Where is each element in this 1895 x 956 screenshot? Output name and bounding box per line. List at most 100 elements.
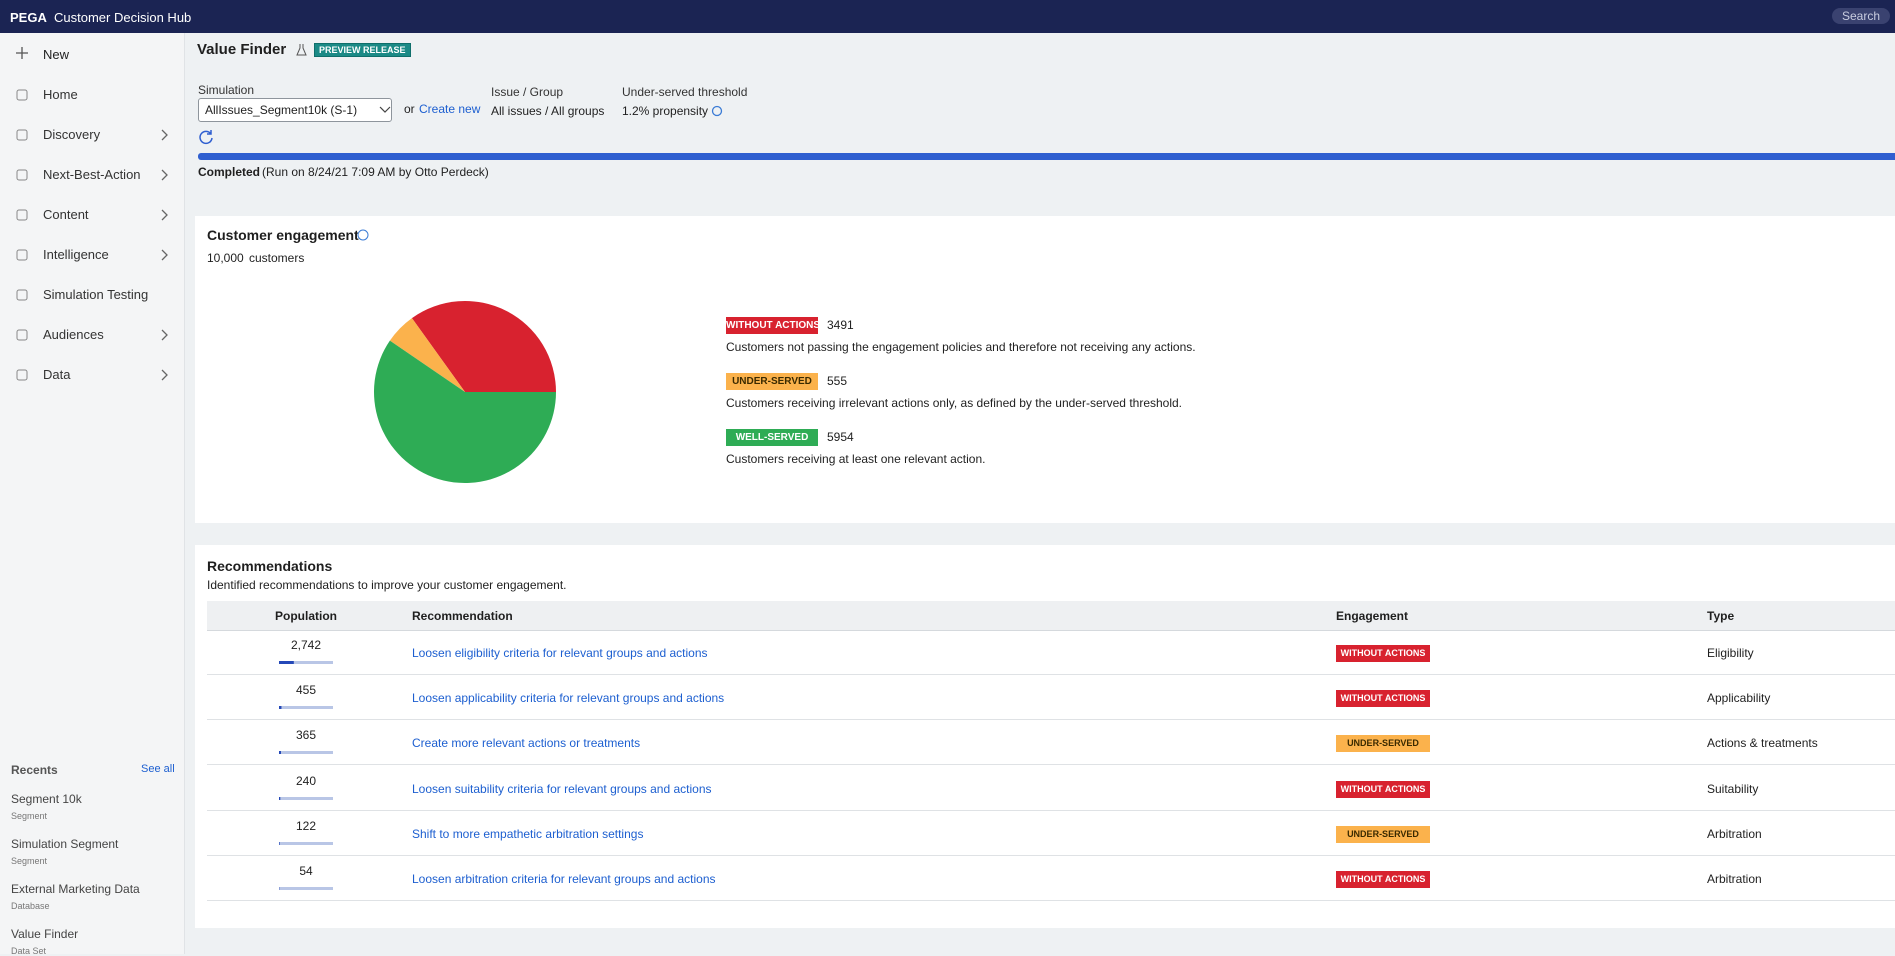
nav-icon (16, 249, 28, 261)
status: Completed (198, 165, 260, 179)
refresh (200, 130, 212, 143)
nav-icon (16, 369, 28, 381)
nav-icon (16, 169, 28, 181)
bar (279, 797, 280, 800)
card-title: Recommendations (207, 558, 332, 574)
population-bar (279, 887, 333, 890)
nav-icon (16, 129, 28, 141)
engagement-badge: UNDER-SERVED (1336, 735, 1430, 752)
chevron (161, 129, 169, 141)
progress-bar (198, 153, 1895, 160)
plus (16, 47, 28, 59)
recommendation-link[interactable]: Loosen arbitration criteria for relevant… (412, 872, 716, 886)
bar-track (279, 751, 333, 754)
new-icon (16, 47, 28, 59)
nav-item[interactable]: Audiences (43, 327, 104, 342)
type: Applicability (1707, 691, 1770, 705)
recommendation-link[interactable]: Loosen applicability criteria for releva… (412, 691, 724, 705)
row-divider (207, 900, 1895, 901)
bar-track (279, 706, 333, 709)
population-bar (279, 842, 333, 845)
icon-shape (17, 210, 27, 220)
create-new[interactable]: Create new (419, 102, 480, 116)
brand: PEGA (10, 10, 47, 25)
legend-badge: UNDER-SERVED (726, 373, 818, 390)
recent-kind: Segment (11, 856, 47, 866)
type: Eligibility (1707, 646, 1754, 660)
app-name: Customer Decision Hub (54, 10, 191, 25)
chevron (161, 209, 169, 221)
page-title: Value Finder (197, 41, 286, 58)
type: Suitability (1707, 782, 1758, 796)
recent-name[interactable]: Segment 10k (11, 792, 82, 806)
bar-track (279, 887, 333, 890)
pie-chart (370, 297, 560, 487)
recommendation-link[interactable]: Shift to more empathetic arbitration set… (412, 827, 643, 841)
nav-item[interactable]: Next-Best-Action (43, 167, 141, 182)
recent-name[interactable]: External Marketing Data (11, 882, 140, 896)
chevron (161, 249, 169, 261)
simulation-select[interactable]: AllIssues_Segment10k (S-1) (198, 98, 392, 122)
customer-count: 10,000 (207, 251, 244, 265)
type: Arbitration (1707, 872, 1762, 886)
issue-group-label: Issue / Group (491, 85, 563, 99)
nav-icon (16, 209, 28, 221)
population: 455 (296, 683, 316, 697)
chevron-shape (162, 130, 167, 140)
population-bar (279, 706, 333, 709)
recent-name[interactable]: Simulation Segment (11, 837, 118, 851)
chevron-shape (162, 370, 167, 380)
legend-value: 555 (827, 374, 847, 388)
chevron (161, 329, 169, 341)
help (358, 230, 368, 240)
top-bar (0, 0, 1895, 33)
recent-kind: Segment (11, 811, 47, 821)
recent-name[interactable]: Value Finder (11, 927, 78, 941)
run-info: (Run on 8/24/21 7:09 AM by Otto Perdeck) (262, 165, 489, 179)
flask-icon (296, 43, 307, 56)
row-divider (207, 719, 1895, 720)
chevron-shape (162, 330, 167, 340)
refresh-icon (199, 130, 214, 145)
engagement-badge: WITHOUT ACTIONS (1336, 871, 1430, 888)
icon-shape (17, 370, 27, 380)
nav-item[interactable]: Home (43, 87, 78, 102)
recommendation-link[interactable]: Create more relevant actions or treatmen… (412, 736, 640, 750)
new-button[interactable]: New (43, 47, 69, 62)
recommendation-link[interactable]: Loosen eligibility criteria for relevant… (412, 646, 708, 660)
engagement-badge: UNDER-SERVED (1336, 826, 1430, 843)
nav-item[interactable]: Data (43, 367, 70, 382)
population: 365 (296, 728, 316, 742)
row-divider (207, 855, 1895, 856)
icon-shape (17, 90, 27, 100)
recents-title: Recents (11, 763, 58, 777)
threshold-label: Under-served threshold (622, 85, 747, 99)
column-header: Recommendation (412, 609, 513, 623)
search-box[interactable]: Search (1832, 8, 1890, 24)
nav-item[interactable]: Content (43, 207, 89, 222)
engagement-badge: WITHOUT ACTIONS (1336, 645, 1430, 662)
row-divider (207, 674, 1895, 675)
engagement-badge: WITHOUT ACTIONS (1336, 690, 1430, 707)
row-divider (207, 764, 1895, 765)
legend-description: Customers receiving irrelevant actions o… (726, 396, 1182, 410)
population-bar (279, 751, 333, 754)
help-icon (357, 229, 369, 241)
chevron-shape (162, 210, 167, 220)
card-subtitle: Identified recommendations to improve yo… (207, 578, 567, 592)
recommendation-link[interactable]: Loosen suitability criteria for relevant… (412, 782, 712, 796)
icon-shape (17, 130, 27, 140)
population: 54 (299, 864, 312, 878)
population: 2,742 (291, 638, 321, 652)
issue-group-value: All issues / All groups (491, 104, 604, 118)
nav-item[interactable]: Discovery (43, 127, 100, 142)
see-all[interactable]: See all (141, 763, 175, 775)
population: 122 (296, 819, 316, 833)
nav-item[interactable]: Intelligence (43, 247, 109, 262)
chevron-shape (162, 250, 167, 260)
population-bar (279, 661, 333, 664)
threshold-value: 1.2% propensity (622, 104, 708, 118)
column-header: Engagement (1336, 609, 1408, 623)
icon-shape (17, 250, 27, 260)
nav-item[interactable]: Simulation Testing (43, 287, 148, 302)
